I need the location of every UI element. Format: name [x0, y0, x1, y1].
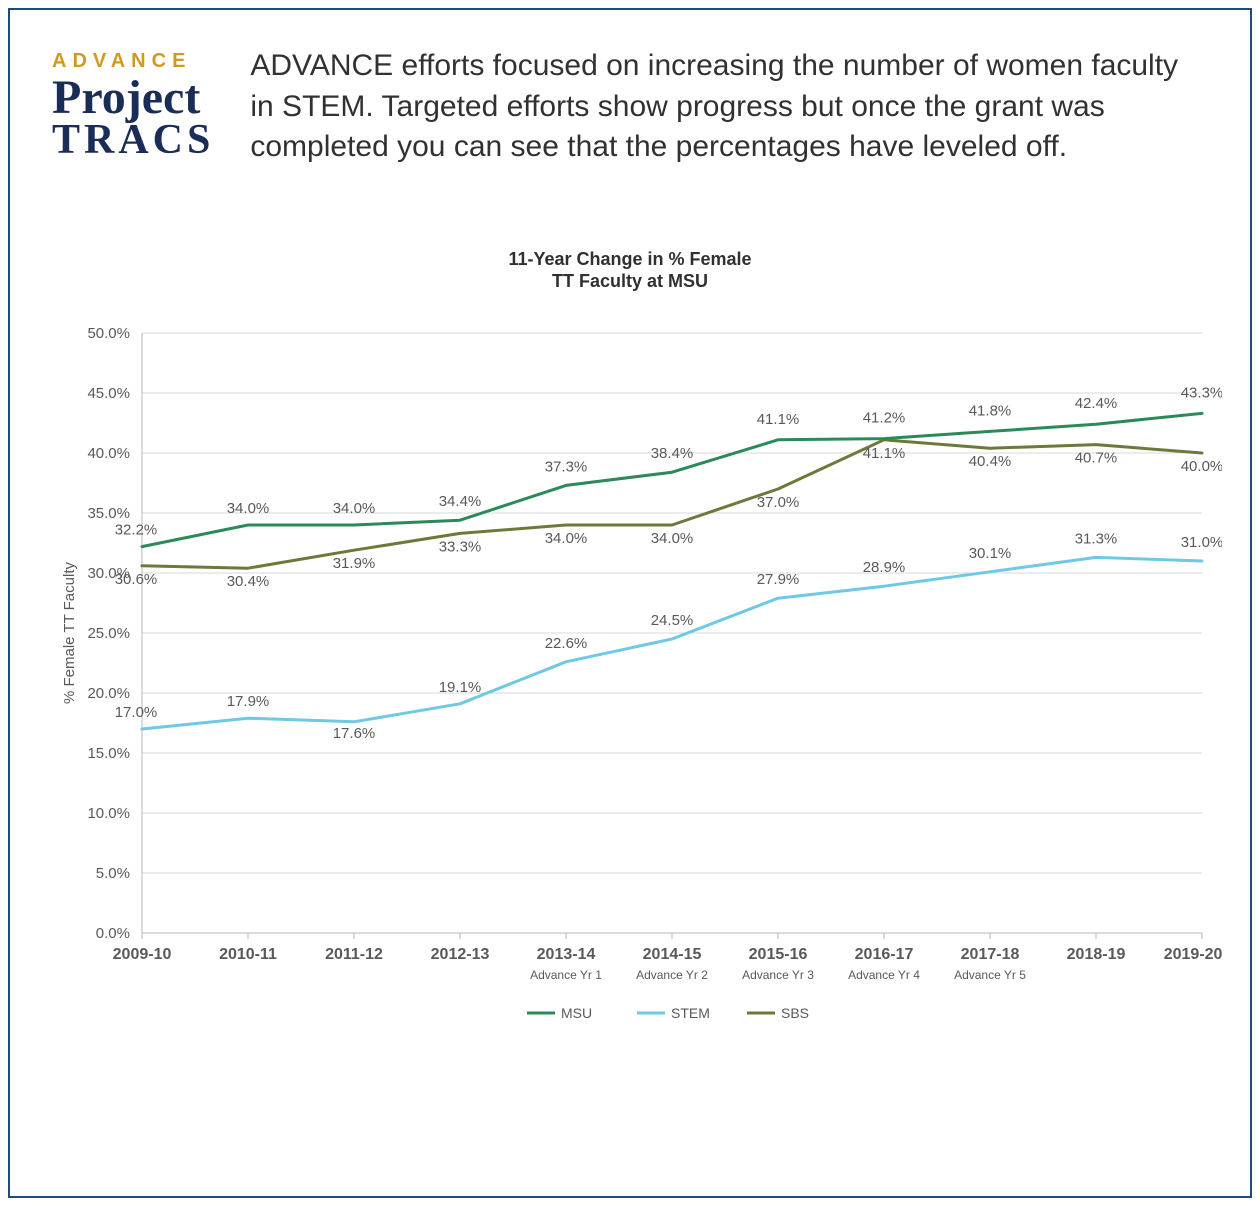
- x-tick-sublabel: Advance Yr 5: [954, 968, 1026, 982]
- logo-tracs: TRACS: [52, 121, 214, 161]
- y-axis-label: % Female TT Faculty: [61, 561, 78, 703]
- data-label: 30.1%: [969, 544, 1012, 561]
- data-label: 19.1%: [439, 678, 482, 695]
- x-tick-label: 2013-14: [537, 946, 596, 963]
- data-label: 31.3%: [1075, 530, 1118, 547]
- x-tick-label: 2012-13: [431, 946, 490, 963]
- y-tick-label: 35.0%: [87, 505, 130, 522]
- document-frame: ADVANCE Project TRACS ADVANCE efforts fo…: [8, 8, 1252, 1198]
- project-tracs-logo: ADVANCE Project TRACS: [52, 46, 214, 160]
- data-label: 41.8%: [969, 402, 1012, 419]
- data-label: 34.0%: [651, 530, 694, 547]
- data-label: 27.9%: [757, 571, 800, 588]
- data-label: 30.6%: [115, 570, 158, 587]
- series-line-stem: [142, 557, 1202, 729]
- data-label: 28.9%: [863, 559, 906, 576]
- data-label: 31.9%: [333, 555, 376, 572]
- data-label: 17.0%: [115, 704, 158, 721]
- legend-label: MSU: [561, 1005, 592, 1021]
- chart-title: 11-Year Change in % Female TT Faculty at…: [52, 248, 1208, 293]
- line-chart: 0.0%5.0%10.0%15.0%20.0%25.0%30.0%35.0%40…: [52, 313, 1208, 1173]
- header: ADVANCE Project TRACS ADVANCE efforts fo…: [52, 46, 1208, 168]
- data-label: 17.6%: [333, 724, 376, 741]
- y-tick-label: 10.0%: [87, 805, 130, 822]
- x-tick-label: 2019-2020: [1164, 946, 1222, 963]
- data-label: 32.2%: [115, 521, 158, 538]
- data-label: 24.5%: [651, 612, 694, 629]
- logo-project: Project: [52, 75, 214, 121]
- x-tick-sublabel: Advance Yr 4: [848, 968, 920, 982]
- data-label: 22.6%: [545, 634, 588, 651]
- x-tick-sublabel: Advance Yr 2: [636, 968, 708, 982]
- data-label: 30.4%: [227, 573, 270, 590]
- x-tick-sublabel: Advance Yr 1: [530, 968, 602, 982]
- data-label: 34.0%: [545, 530, 588, 547]
- data-label: 31.0%: [1181, 534, 1222, 551]
- data-label: 34.0%: [333, 500, 376, 517]
- data-label: 40.4%: [969, 453, 1012, 470]
- chart-title-line2: TT Faculty at MSU: [52, 270, 1208, 293]
- y-tick-label: 0.0%: [96, 925, 130, 942]
- y-tick-label: 50.0%: [87, 325, 130, 342]
- x-tick-sublabel: Advance Yr 3: [742, 968, 814, 982]
- x-tick-label: 2016-17: [855, 946, 914, 963]
- data-label: 41.1%: [757, 410, 800, 427]
- legend-label: STEM: [671, 1005, 710, 1021]
- data-label: 43.3%: [1181, 384, 1222, 401]
- data-label: 42.4%: [1075, 395, 1118, 412]
- data-label: 38.4%: [651, 445, 694, 462]
- intro-paragraph: ADVANCE efforts focused on increasing th…: [250, 46, 1208, 168]
- x-tick-label: 2015-16: [749, 946, 808, 963]
- data-label: 37.3%: [545, 458, 588, 475]
- x-tick-label: 2018-19: [1067, 946, 1126, 963]
- data-label: 34.4%: [439, 493, 482, 510]
- y-tick-label: 15.0%: [87, 745, 130, 762]
- data-label: 40.0%: [1181, 458, 1222, 475]
- chart-svg: 0.0%5.0%10.0%15.0%20.0%25.0%30.0%35.0%40…: [52, 313, 1222, 1043]
- data-label: 41.1%: [863, 444, 906, 461]
- y-tick-label: 45.0%: [87, 385, 130, 402]
- logo-advance: ADVANCE: [52, 50, 214, 73]
- data-label: 17.9%: [227, 693, 270, 710]
- y-tick-label: 40.0%: [87, 445, 130, 462]
- x-tick-label: 2009-10: [113, 946, 172, 963]
- x-tick-label: 2010-11: [219, 946, 277, 963]
- data-label: 33.3%: [439, 538, 482, 555]
- x-tick-label: 2011-12: [325, 946, 383, 963]
- y-tick-label: 20.0%: [87, 685, 130, 702]
- data-label: 37.0%: [757, 494, 800, 511]
- x-tick-label: 2014-15: [643, 946, 702, 963]
- data-label: 40.7%: [1075, 449, 1118, 466]
- y-tick-label: 5.0%: [96, 865, 130, 882]
- data-label: 34.0%: [227, 500, 270, 517]
- x-tick-label: 2017-18: [961, 946, 1020, 963]
- data-label: 41.2%: [863, 409, 906, 426]
- series-line-msu: [142, 413, 1202, 546]
- legend-label: SBS: [781, 1005, 809, 1021]
- chart-title-line1: 11-Year Change in % Female: [52, 248, 1208, 271]
- y-tick-label: 25.0%: [87, 625, 130, 642]
